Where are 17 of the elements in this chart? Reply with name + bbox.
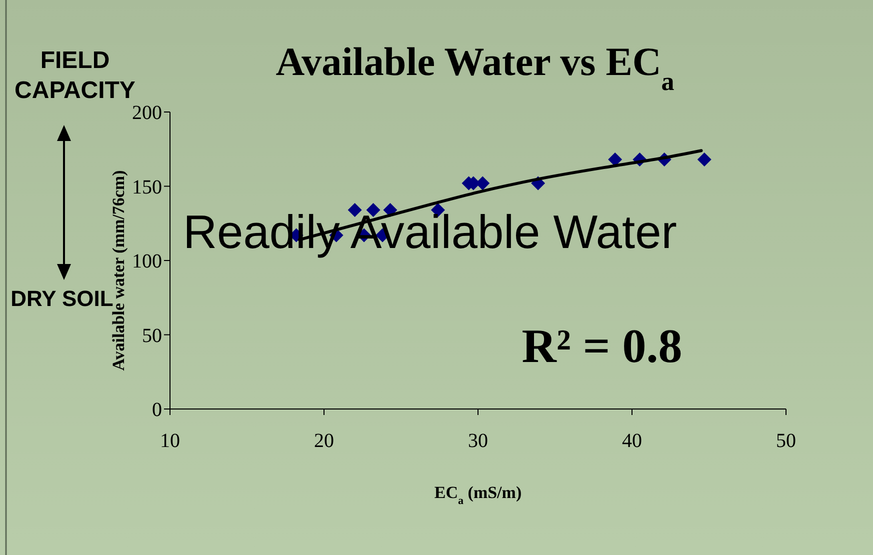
y-tick-label: 100 (132, 250, 162, 272)
chart-title: Available Water vs EC$_{a}$ (276, 39, 674, 96)
x-tick-label: 10 (160, 430, 180, 452)
x-tick-label: 20 (314, 430, 334, 452)
annotation: Readily Available Water (183, 205, 677, 258)
text: DRY SOIL (10, 286, 114, 311)
y-tick-label: 50 (142, 324, 162, 347)
x-tick-label: 30 (468, 430, 488, 452)
y-tick-label: 150 (132, 176, 162, 198)
x-tick-label: 40 (622, 430, 642, 452)
text: FIELD CAPACITY (14, 47, 136, 104)
x-tick-label: 50 (776, 430, 796, 452)
x-axis-title: EC$_{a}$ (mS/m) (434, 483, 522, 507)
annotation: R² = 0.8 (522, 320, 682, 373)
y-tick-label: 0 (152, 399, 162, 421)
y-tick-label: 200 (132, 102, 162, 124)
point (697, 152, 712, 167)
